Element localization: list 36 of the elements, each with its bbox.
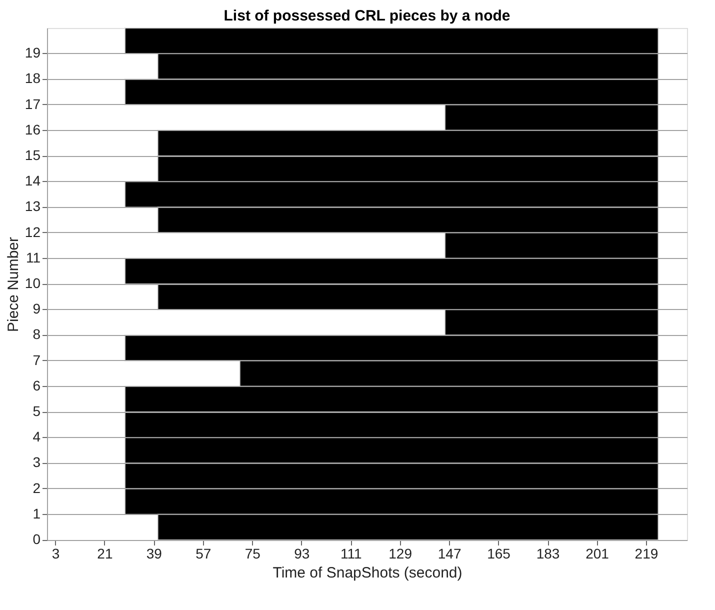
- y-tick-label: 11: [26, 249, 41, 266]
- y-tick-label: 9: [32, 300, 41, 317]
- x-tick-label: 201: [586, 546, 610, 562]
- y-tick-label: 18: [24, 70, 41, 86]
- x-axis-title: Time of SnapShots (second): [272, 564, 462, 582]
- x-tick-label: 21: [97, 546, 113, 562]
- y-tick-label: 1: [32, 505, 41, 522]
- y-tick-label: 4: [32, 428, 41, 445]
- y-tick-label: 10: [24, 275, 41, 291]
- y-axis-title: Piece Number: [4, 236, 22, 332]
- y-tick-label: 3: [32, 454, 41, 470]
- y-tick-label: 2: [32, 480, 41, 496]
- x-tick-label: 183: [536, 546, 560, 562]
- y-tick-label: 19: [24, 44, 41, 61]
- x-tick-label: 93: [294, 546, 310, 562]
- chart-title: List of possessed CRL pieces by a node: [224, 8, 510, 24]
- x-tick-label: 219: [634, 546, 658, 562]
- y-tick-label: 13: [24, 198, 41, 214]
- x-tick-label: 165: [487, 546, 511, 562]
- x-tick-label: 129: [388, 546, 412, 562]
- y-tick-label: 15: [24, 147, 41, 163]
- x-tick-label: 75: [244, 546, 261, 562]
- y-tick-label: 14: [24, 172, 41, 189]
- x-tick-label: 39: [146, 546, 162, 562]
- x-tick-label: 3: [52, 546, 60, 562]
- y-tick-label: 6: [32, 377, 41, 394]
- y-tick-label: 12: [24, 224, 41, 240]
- x-tick-label: 57: [196, 546, 212, 562]
- y-tick-label: 16: [24, 121, 41, 138]
- y-tick-label: 0: [32, 531, 41, 547]
- x-tick-label: 147: [438, 546, 462, 562]
- x-tick-label: 111: [340, 546, 362, 562]
- y-tick-label: 8: [32, 326, 41, 342]
- y-tick-label: 17: [24, 96, 41, 112]
- y-tick-label: 7: [32, 352, 41, 368]
- y-tick-label: 5: [32, 403, 41, 419]
